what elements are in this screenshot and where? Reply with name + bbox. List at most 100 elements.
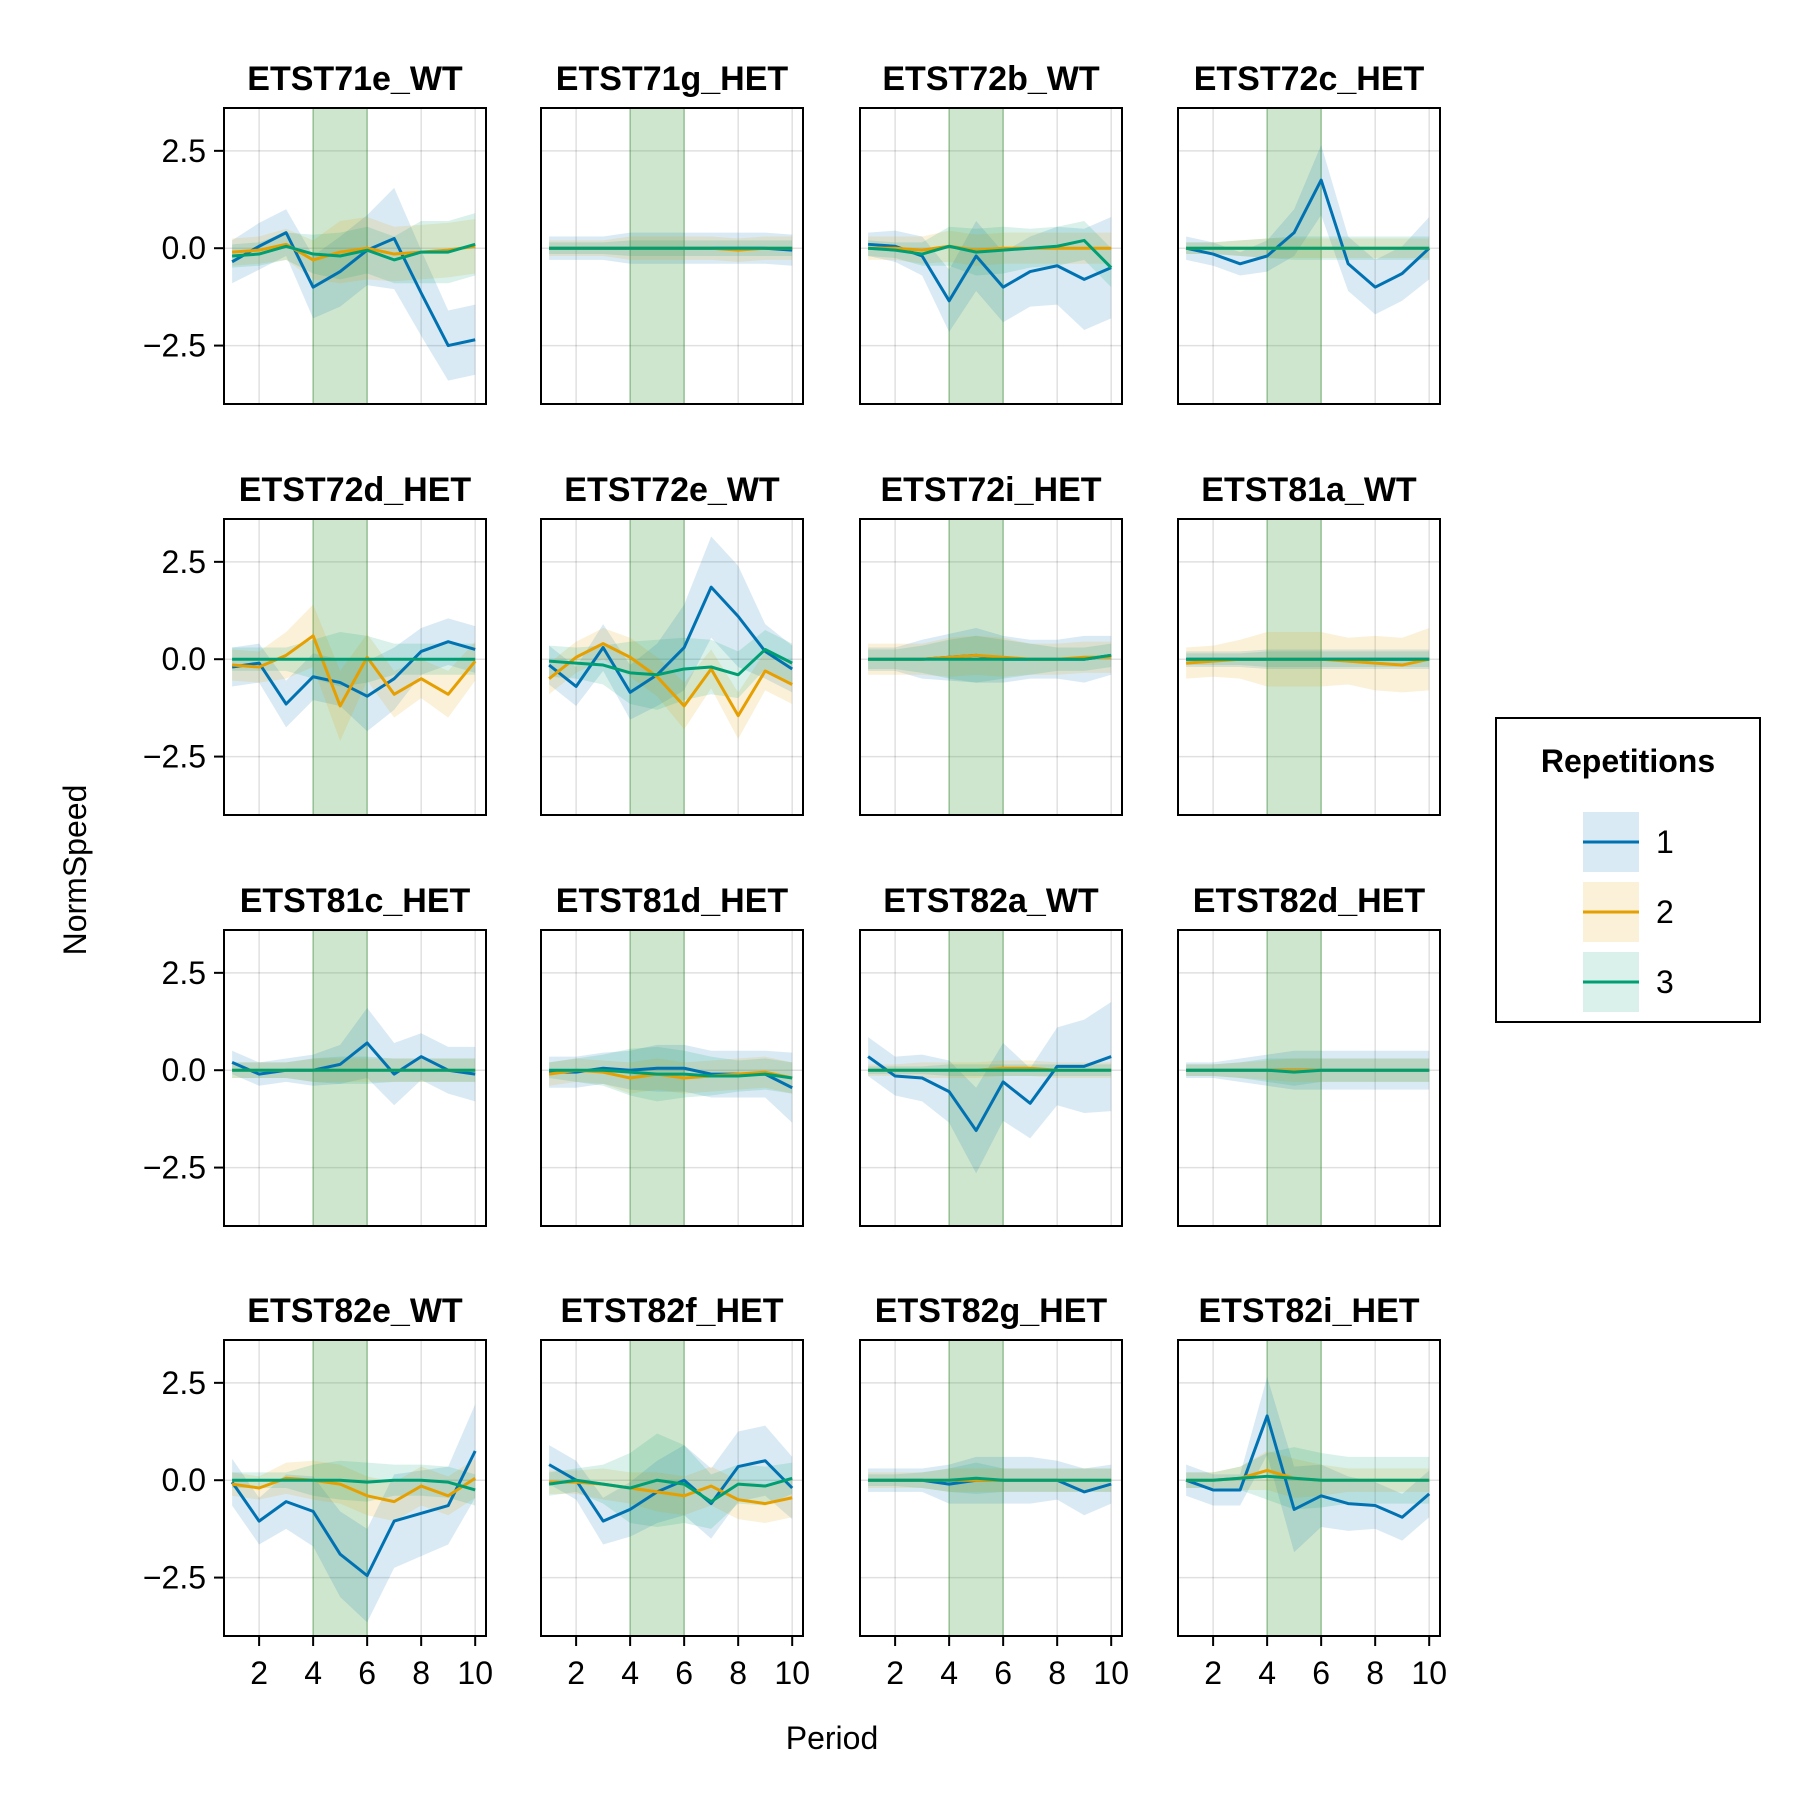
panel-etst81c-het: ETST81c_HET 2.5 0.0 −2.5 — [143, 882, 487, 1227]
panel-title: ETST82e_WT — [247, 1292, 463, 1330]
panel-title: ETST71e_WT — [247, 60, 463, 98]
legend-title: Repetitions — [1541, 743, 1715, 779]
legend-label: 1 — [1656, 824, 1674, 860]
x-tick-label: 8 — [729, 1655, 747, 1691]
panel-etst82f-het: ETST82f_HET 2 4 6 8 10 — [540, 1292, 810, 1691]
band-series-1 — [232, 618, 476, 732]
panel-etst82a-wt: ETST82a_WT — [859, 882, 1123, 1227]
band-series-2 — [1186, 1451, 1430, 1498]
panel-etst72i-het: ETST72i_HET — [859, 471, 1123, 816]
line-series-2 — [868, 244, 1112, 252]
panel-frame — [540, 1339, 804, 1637]
panel-frame — [540, 107, 804, 405]
panel-background — [1178, 1340, 1440, 1636]
line-series-1 — [1185, 1414, 1431, 1519]
panel-title: ETST82a_WT — [883, 882, 1099, 920]
y-tick-label: −2.5 — [143, 1150, 206, 1186]
panel-title: ETST82g_HET — [875, 1292, 1108, 1330]
x-tick-label: 2 — [886, 1655, 904, 1691]
legend-frame — [1495, 717, 1761, 1023]
line-series-1 — [548, 1459, 794, 1523]
line-series-1 — [867, 1055, 1112, 1133]
y-tick-label: 0.0 — [162, 1462, 206, 1498]
band-series-1 — [1186, 1377, 1430, 1553]
x-tick-label: 2 — [1204, 1655, 1222, 1691]
y-tick-label: 2.5 — [162, 133, 206, 169]
panel-background — [541, 1340, 803, 1636]
line-series-1 — [230, 1450, 477, 1578]
line-series-1 — [1185, 178, 1431, 289]
band-series-1 — [868, 1002, 1112, 1174]
x-tick-label: 8 — [1048, 1655, 1066, 1691]
panel-title: ETST82f_HET — [561, 1292, 784, 1330]
band-series-1 — [868, 1456, 1112, 1516]
y-tick-label: 0.0 — [162, 1052, 206, 1088]
line-series-3 — [1186, 1474, 1430, 1482]
y-tick-label: 2.5 — [162, 955, 206, 991]
panel-title: ETST81c_HET — [240, 882, 471, 920]
panel-frame — [859, 1339, 1123, 1637]
line-series-1 — [231, 231, 476, 348]
panel-title: ETST71g_HET — [556, 60, 789, 98]
band-series-1 — [549, 536, 793, 720]
panel-etst72b-wt: ETST72b_WT — [859, 60, 1123, 405]
legend-item-2: 2 — [1583, 882, 1674, 942]
panel-background — [541, 930, 803, 1226]
panels-grid: ETST71e_WT 2.5 0.0 −2.5 ETST71g_HET ETST72b_W… — [143, 60, 1447, 1691]
panel-background — [224, 1340, 486, 1636]
panel-etst72e-wt: ETST72e_WT — [540, 471, 804, 816]
legend: Repetitions 1 2 3 — [1495, 717, 1761, 1023]
panel-frame — [223, 518, 487, 816]
line-series-3 — [548, 647, 793, 677]
panel-background — [860, 519, 1122, 815]
panel-frame — [540, 929, 804, 1227]
x-tick-label: 6 — [675, 1655, 693, 1691]
band-series-1 — [1186, 145, 1430, 315]
panel-frame — [223, 107, 487, 405]
line-series-3 — [231, 242, 476, 262]
line-series-3 — [868, 653, 1112, 661]
shaded-period — [948, 929, 1004, 1227]
x-tick-label: 8 — [1366, 1655, 1384, 1691]
panel-title: ETST72d_HET — [239, 471, 472, 509]
x-tick-label: 2 — [250, 1655, 268, 1691]
y-axis-label: NormSpeed — [57, 785, 93, 956]
line-series-3 — [549, 1068, 793, 1080]
panel-etst71g-het: ETST71g_HET — [540, 60, 804, 405]
x-tick-label: 10 — [1411, 1655, 1447, 1691]
x-tick-label: 4 — [940, 1655, 958, 1691]
panel-background — [224, 930, 486, 1226]
panel-etst82i-het: ETST82i_HET 2 4 6 8 10 — [1177, 1292, 1447, 1691]
line-series-3 — [1186, 1068, 1430, 1074]
shaded-period — [1266, 929, 1322, 1227]
x-tick-label: 10 — [774, 1655, 810, 1691]
line-series-2 — [548, 642, 793, 718]
legend-label: 2 — [1656, 894, 1674, 930]
y-tick-label: −2.5 — [143, 739, 206, 775]
line-series-3 — [868, 1476, 1112, 1482]
y-tick-label: 2.5 — [162, 1365, 206, 1401]
panel-background — [1178, 519, 1440, 815]
band-series-1 — [232, 187, 476, 381]
panel-frame — [223, 929, 487, 1227]
panel-frame — [1177, 1339, 1441, 1637]
panel-background — [860, 108, 1122, 404]
y-tick-label: 2.5 — [162, 544, 206, 580]
panel-background — [1178, 930, 1440, 1226]
panel-frame — [1177, 518, 1441, 816]
x-tick-label: 6 — [1312, 1655, 1330, 1691]
x-tick-label: 4 — [1258, 1655, 1276, 1691]
line-series-3 — [232, 1478, 476, 1492]
panel-title: ETST72c_HET — [1194, 60, 1425, 98]
x-tick-label: 6 — [358, 1655, 376, 1691]
panel-background — [224, 519, 486, 815]
panel-title: ETST72e_WT — [564, 471, 780, 509]
panel-frame — [223, 1339, 487, 1637]
panel-etst72c-het: ETST72c_HET — [1177, 60, 1441, 405]
y-tick-label: −2.5 — [143, 1560, 206, 1596]
band-series-3 — [232, 213, 476, 284]
band-series-1 — [549, 1044, 793, 1123]
y-tick-label: −2.5 — [143, 328, 206, 364]
panel-frame — [540, 518, 804, 816]
